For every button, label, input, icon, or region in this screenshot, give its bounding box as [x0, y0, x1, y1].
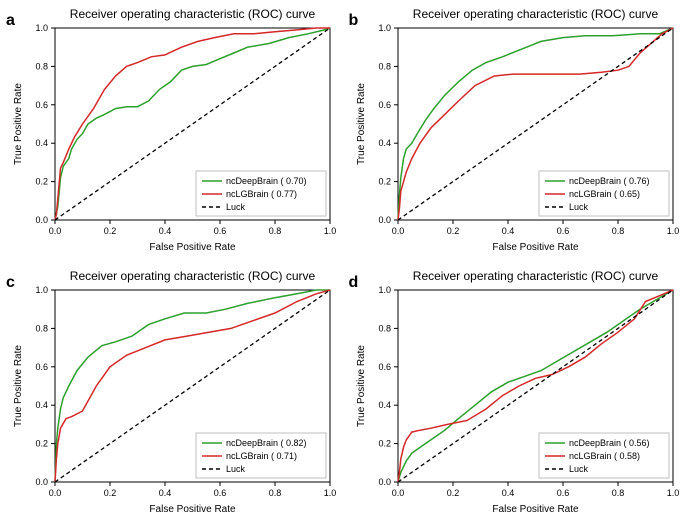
- legend-label: Luck: [569, 202, 589, 212]
- roc-chart-d: 0.0 0.2 0.4 0.6 0.8 1.0 0.0 0.2 0.4 0.6 0.8 1.0 Rece…: [343, 262, 685, 523]
- legend-label: Luck: [226, 202, 246, 212]
- legend-label: ncDeepBrain ( 0.76): [569, 176, 650, 186]
- ytick-label: 0.2: [378, 438, 391, 448]
- legend: ncDeepBrain ( 0.82) ncLGBrain ( 0.71) Luck: [196, 433, 326, 478]
- legend-label: ncLGBrain ( 0.71): [226, 451, 297, 461]
- xtick-label: 0.6: [556, 488, 569, 498]
- x-axis-label: False Positive Rate: [149, 242, 236, 253]
- legend-label: ncLGBrain ( 0.58): [569, 451, 640, 461]
- xtick-label: 0.2: [446, 488, 459, 498]
- xtick-label: 0.0: [49, 226, 62, 236]
- ytick-label: 0.8: [35, 61, 48, 71]
- panel-a: a 0.0 0.2 0.4 0.6 0.8 1.0 0.0 0.2 0.4 0.6 0.8 1.0 Re…: [0, 0, 343, 262]
- ytick-label: 0.6: [378, 100, 391, 110]
- panel-c: c 0.0 0.2 0.4 0.6 0.8 1.0 0.0 0.2 0.4 0.6 0.8 1.0 Re…: [0, 262, 343, 523]
- chart-title: Receiver operating characteristic (ROC) …: [70, 7, 316, 21]
- ytick-label: 0.0: [35, 477, 48, 487]
- xtick-label: 0.4: [159, 226, 172, 236]
- ytick-label: 1.0: [35, 23, 48, 33]
- xtick-label: 0.4: [501, 488, 514, 498]
- legend-label: Luck: [226, 464, 246, 474]
- xtick-label: 0.8: [611, 226, 624, 236]
- ytick-label: 0.4: [378, 138, 391, 148]
- xtick-label: 0.6: [214, 226, 227, 236]
- legend: ncDeepBrain ( 0.70) ncLGBrain ( 0.77) Luck: [196, 171, 326, 216]
- xtick-label: 1.0: [324, 488, 337, 498]
- ytick-label: 0.2: [378, 177, 391, 187]
- ytick-label: 0.4: [35, 138, 48, 148]
- xtick-label: 1.0: [666, 226, 679, 236]
- legend-label: ncDeepBrain ( 0.70): [226, 176, 307, 186]
- xtick-label: 0.8: [269, 226, 282, 236]
- ytick-label: 0.6: [35, 100, 48, 110]
- xtick-label: 0.2: [104, 488, 117, 498]
- ytick-label: 0.2: [35, 177, 48, 187]
- legend: ncDeepBrain ( 0.56) ncLGBrain ( 0.58) Luck: [539, 433, 669, 478]
- ytick-label: 0.8: [378, 61, 391, 71]
- xtick-label: 0.8: [611, 488, 624, 498]
- ytick-label: 0.6: [35, 361, 48, 371]
- panel-label-d: d: [349, 274, 359, 292]
- xtick-label: 0.2: [104, 226, 117, 236]
- roc-chart-b: 0.0 0.2 0.4 0.6 0.8 1.0 0.0 0.2 0.4 0.6 0.8 1.0 Rece…: [343, 0, 685, 262]
- ytick-label: 0.2: [35, 438, 48, 448]
- panel-d: d 0.0 0.2 0.4 0.6 0.8 1.0 0.0 0.2 0.4 0.6 0.8 1.0 Re…: [343, 262, 685, 523]
- panel-b: b 0.0 0.2 0.4 0.6 0.8 1.0 0.0 0.2 0.4 0.6 0.8 1.0 Re…: [343, 0, 685, 262]
- legend-label: ncDeepBrain ( 0.56): [569, 438, 650, 448]
- y-axis-label: True Positive Rate: [356, 83, 367, 165]
- y-axis-label: True Positive Rate: [13, 83, 24, 165]
- ytick-label: 1.0: [35, 285, 48, 295]
- legend-label: Luck: [569, 464, 589, 474]
- ytick-label: 0.8: [35, 323, 48, 333]
- ytick-label: 0.0: [35, 215, 48, 225]
- xtick-label: 0.0: [391, 488, 404, 498]
- xtick-label: 0.6: [556, 226, 569, 236]
- panel-label-c: c: [6, 274, 15, 292]
- ytick-label: 0.8: [378, 323, 391, 333]
- x-axis-label: False Positive Rate: [492, 242, 579, 253]
- ytick-label: 0.0: [378, 215, 391, 225]
- xtick-label: 0.8: [269, 488, 282, 498]
- panel-label-b: b: [349, 12, 359, 30]
- ytick-label: 0.0: [378, 477, 391, 487]
- legend-label: ncLGBrain ( 0.65): [569, 189, 640, 199]
- xtick-label: 0.2: [446, 226, 459, 236]
- y-axis-label: True Positive Rate: [13, 344, 24, 426]
- figure-grid: a 0.0 0.2 0.4 0.6 0.8 1.0 0.0 0.2 0.4 0.6 0.8 1.0 Re…: [0, 0, 685, 523]
- legend: ncDeepBrain ( 0.76) ncLGBrain ( 0.65) Luck: [539, 171, 669, 216]
- ytick-label: 1.0: [378, 285, 391, 295]
- ytick-label: 0.4: [35, 400, 48, 410]
- panel-label-a: a: [6, 12, 15, 30]
- chart-title: Receiver operating characteristic (ROC) …: [70, 269, 316, 283]
- ytick-label: 0.4: [378, 400, 391, 410]
- xtick-label: 0.0: [391, 226, 404, 236]
- xtick-label: 1.0: [324, 226, 337, 236]
- legend-label: ncDeepBrain ( 0.82): [226, 438, 307, 448]
- xtick-label: 0.4: [159, 488, 172, 498]
- roc-chart-a: 0.0 0.2 0.4 0.6 0.8 1.0 0.0 0.2 0.4 0.6 0.8 1.0 Rece…: [0, 0, 343, 262]
- xtick-label: 0.6: [214, 488, 227, 498]
- legend-label: ncLGBrain ( 0.77): [226, 189, 297, 199]
- ytick-label: 1.0: [378, 23, 391, 33]
- xtick-label: 1.0: [666, 488, 679, 498]
- x-axis-label: False Positive Rate: [492, 504, 579, 515]
- roc-chart-c: 0.0 0.2 0.4 0.6 0.8 1.0 0.0 0.2 0.4 0.6 0.8 1.0 Rece…: [0, 262, 343, 523]
- y-axis-label: True Positive Rate: [356, 344, 367, 426]
- xtick-label: 0.4: [501, 226, 514, 236]
- x-axis-label: False Positive Rate: [149, 504, 236, 515]
- xtick-label: 0.0: [49, 488, 62, 498]
- chart-title: Receiver operating characteristic (ROC) …: [412, 7, 658, 21]
- chart-title: Receiver operating characteristic (ROC) …: [412, 269, 658, 283]
- ytick-label: 0.6: [378, 361, 391, 371]
